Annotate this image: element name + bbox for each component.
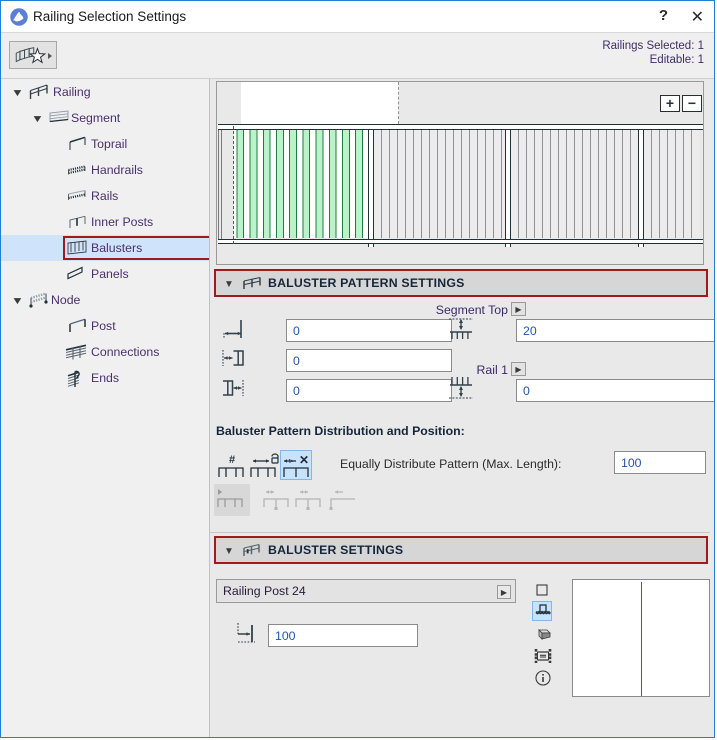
svg-text:#: # [229, 454, 235, 466]
svg-text:✕: ✕ [299, 453, 309, 467]
